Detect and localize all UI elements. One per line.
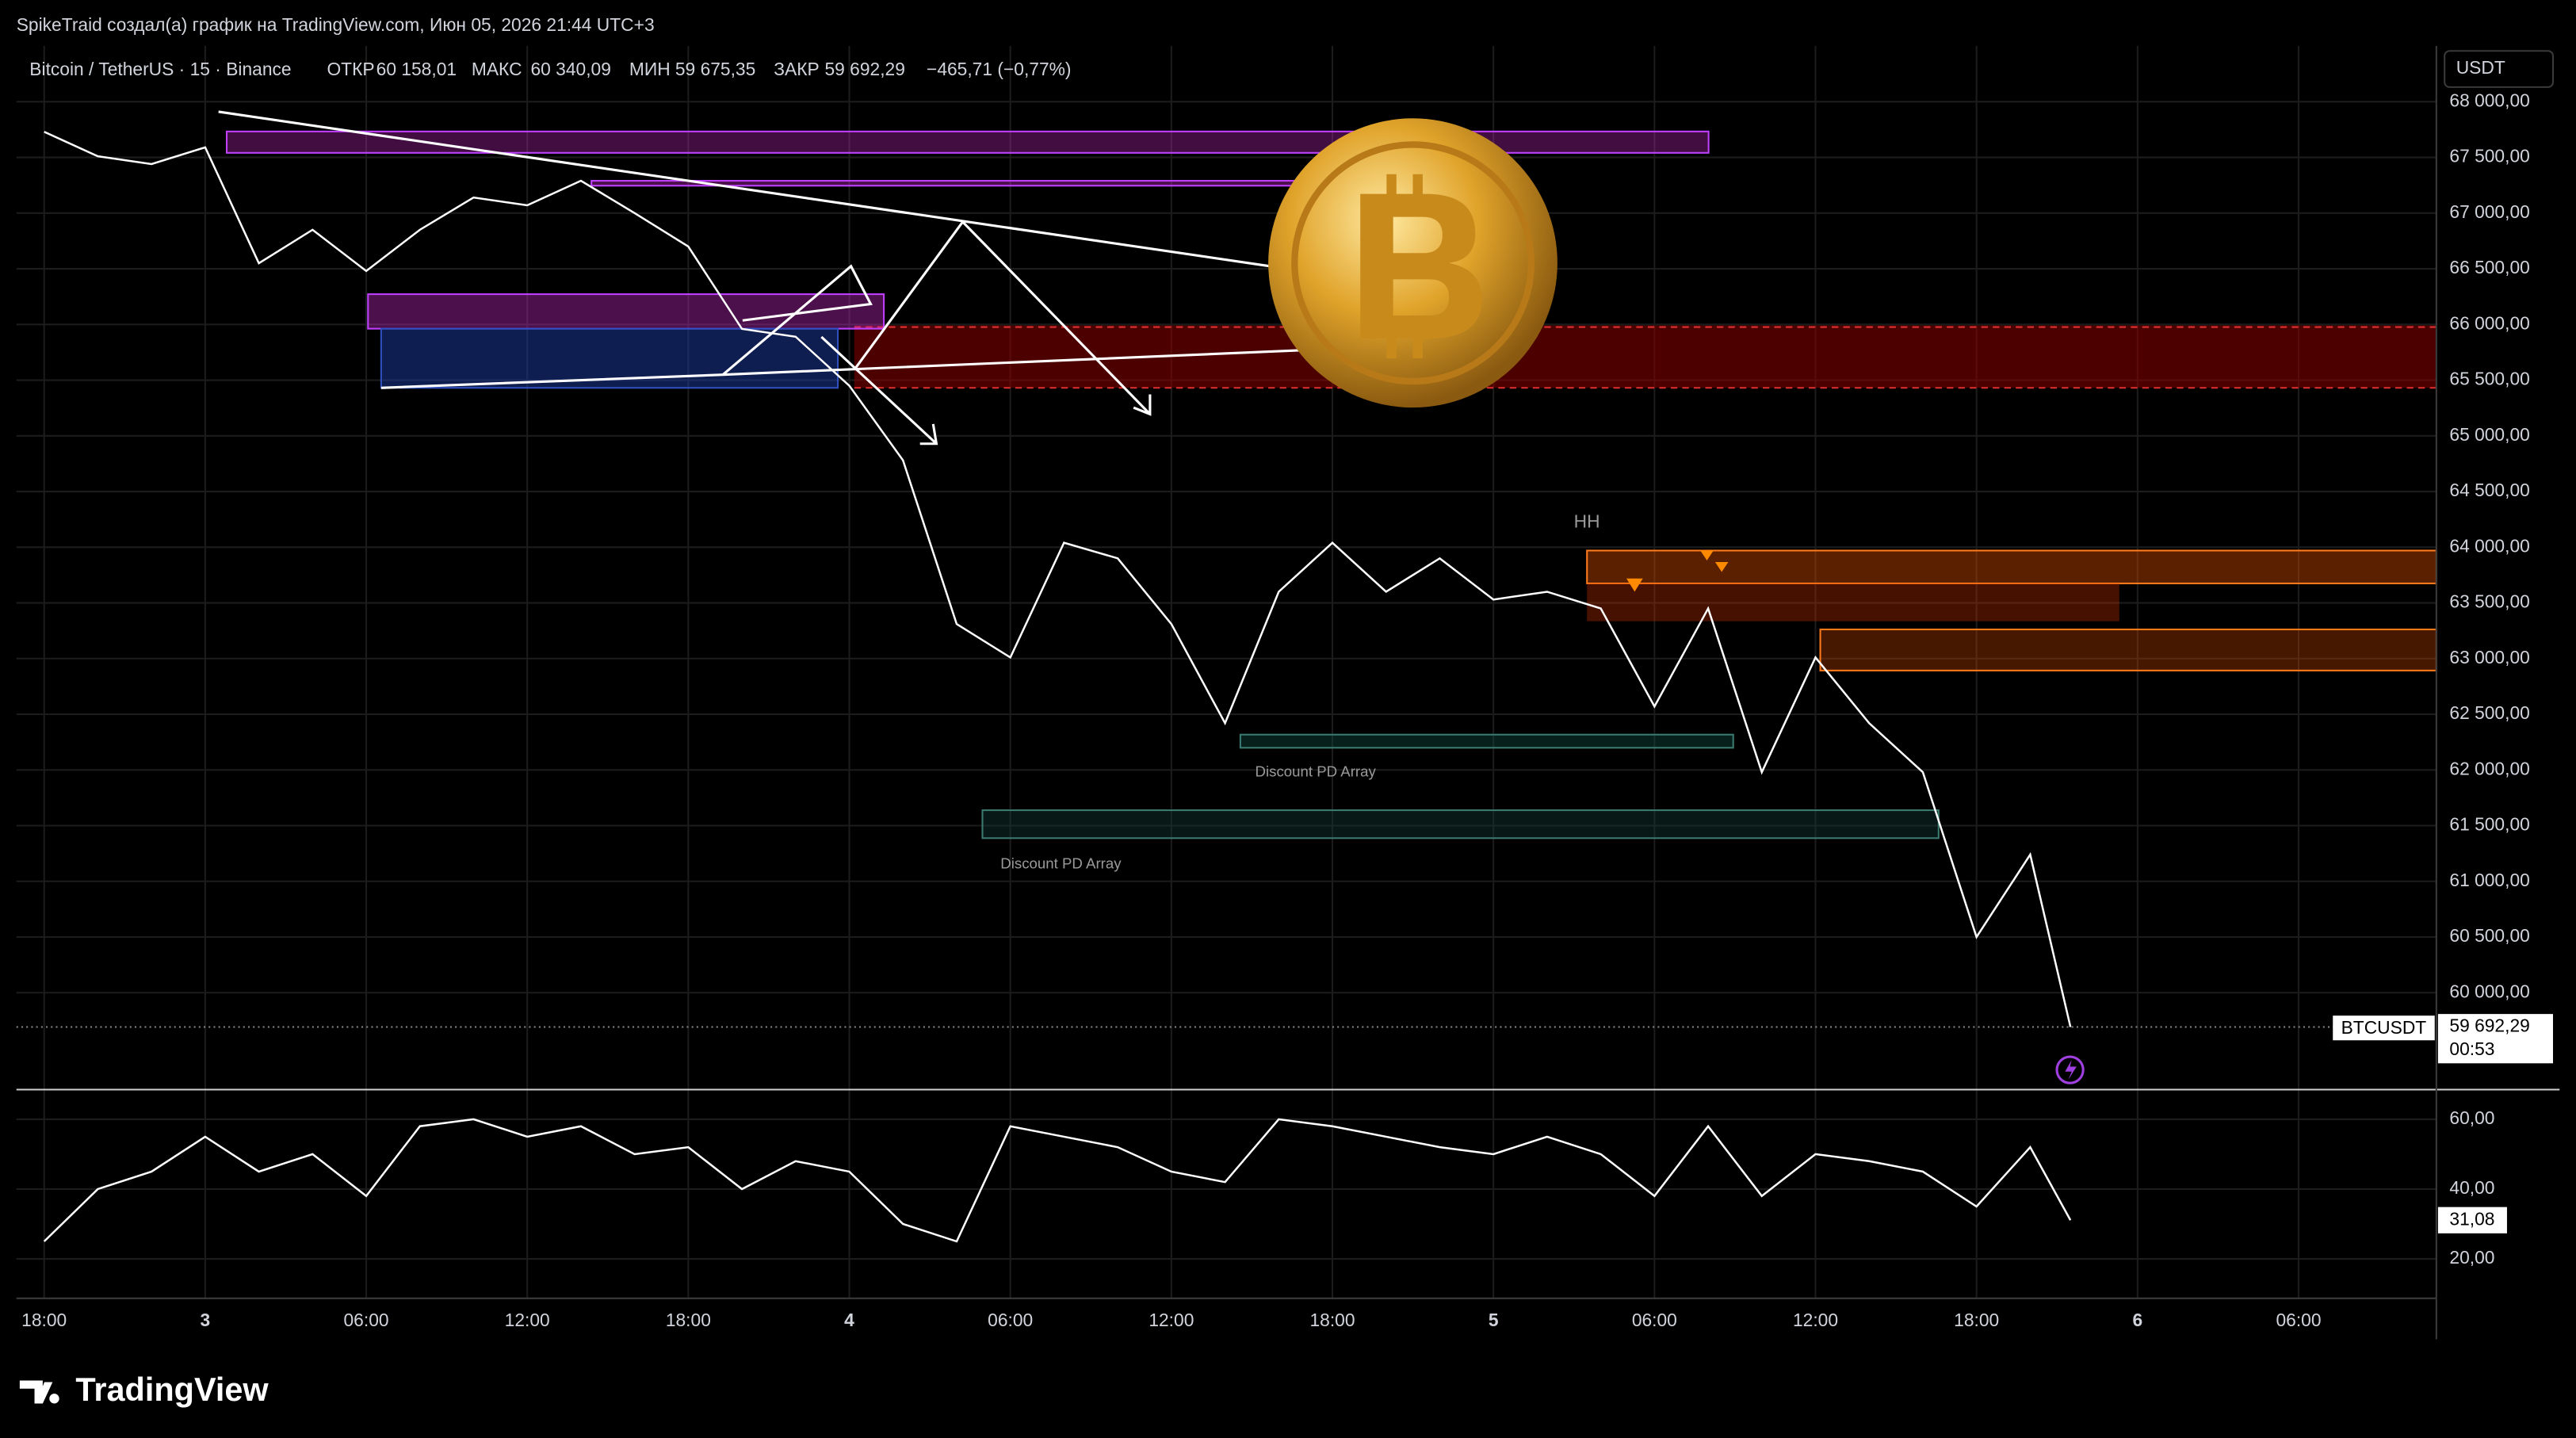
price-line [43, 1118, 2072, 1243]
x-tick-label: 12:00 [1148, 1310, 1194, 1330]
ohlc-label: МИН [629, 59, 671, 79]
ohlc-value: 59 692,29 [824, 59, 904, 79]
change: −465,71 (−0,77%) [927, 59, 1071, 79]
y-tick-label: 67 000,00 [2449, 201, 2529, 222]
y-tick-label: 68 000,00 [2449, 90, 2529, 110]
x-tick-label: 06:00 [988, 1310, 1033, 1330]
y-tick-label: 61 000,00 [2449, 870, 2529, 890]
y-tick-label: 20,00 [2449, 1247, 2494, 1268]
countdown: 00:53 [2449, 1038, 2494, 1059]
drawings: HH Discount PD Array Discount PD Array [218, 110, 2437, 1084]
x-tick-label: 6 [2132, 1310, 2142, 1330]
y-tick-label: 60,00 [2449, 1107, 2494, 1128]
annotation: HH [1574, 511, 1600, 531]
ohlc-label: ЗАКР [774, 59, 819, 79]
price-line [44, 131, 2072, 1027]
y-tick-label: 40,00 [2449, 1177, 2494, 1198]
arrow [853, 220, 1152, 416]
logo-mark [19, 1380, 59, 1404]
alert-icon [2055, 1055, 2085, 1084]
last-price: BTCUSDT 59 692,29 00:53 [2333, 1014, 2553, 1064]
arrow [721, 264, 938, 446]
trendlines [218, 110, 1306, 446]
markers [1626, 550, 1729, 592]
annotation: Discount PD Array [1256, 763, 1377, 779]
x-tick-label: 06:00 [2276, 1310, 2321, 1330]
grid [16, 46, 2436, 1298]
value-tag [2437, 1207, 2507, 1233]
coin-symbol [1360, 174, 1482, 358]
symbol-tag [2333, 1015, 2435, 1041]
ohlc-value: 60 158,01 [376, 59, 457, 79]
currency-button[interactable] [2444, 50, 2555, 88]
zone [1819, 628, 2437, 671]
ohlc-label: ОТКР [327, 59, 374, 79]
annotation: Discount PD Array [1000, 855, 1122, 871]
symbol-tag-text: BTCUSDT [2341, 1017, 2427, 1038]
value-tag-text: 31,08 [2449, 1208, 2494, 1229]
x-tick-label: 12:00 [505, 1310, 550, 1330]
footer [0, 1339, 2576, 1438]
y-tick-label: 67 500,00 [2449, 146, 2529, 166]
y-tick-label: 63 000,00 [2449, 647, 2529, 667]
x-tick-label: 5 [1489, 1310, 1499, 1330]
series [16, 131, 2436, 1243]
y-tick-label: 66 000,00 [2449, 312, 2529, 333]
ohlc-label: МАКС [472, 59, 522, 79]
legend: Bitcoin / TetherUS · 15 · Binance ОТКР 6… [29, 59, 1071, 79]
x-tick-label: 18:00 [1954, 1310, 1999, 1330]
price-tag-text: 59 692,29 [2449, 1015, 2529, 1036]
y-tick-label: 63 500,00 [2449, 591, 2529, 612]
symbol: Bitcoin / TetherUS · 15 · Binance [29, 59, 291, 79]
ohlc-value: 60 340,09 [530, 59, 610, 79]
y-tick-label: 62 000,00 [2449, 758, 2529, 778]
alert-icon [2065, 1060, 2077, 1080]
y-tick-label: 64 500,00 [2449, 480, 2529, 500]
zone [1587, 583, 2119, 621]
y-tick-label: 61 500,00 [2449, 814, 2529, 835]
x-tick-label: 06:00 [1632, 1310, 1677, 1330]
x-tick-label: 4 [844, 1310, 854, 1330]
pd-array [1239, 733, 1734, 749]
logo: TradingView [19, 1371, 269, 1408]
x-tick-label: 18:00 [666, 1310, 711, 1330]
supply-zone [854, 325, 2436, 388]
x-tick-label: 3 [201, 1310, 211, 1330]
coin-rim [1291, 141, 1535, 385]
coin [1268, 118, 1557, 408]
y-tick-label: 60 000,00 [2449, 981, 2529, 1001]
logo-text: TradingView [75, 1371, 269, 1408]
y-tick-label: 65 500,00 [2449, 369, 2529, 389]
trendline [218, 110, 1282, 270]
y-tick-label: 66 500,00 [2449, 257, 2529, 277]
x-tick-label: 18:00 [21, 1310, 67, 1330]
y-tick-label: 64 000,00 [2449, 535, 2529, 556]
y-tick-label: 62 500,00 [2449, 702, 2529, 723]
y-tick-label: 60 500,00 [2449, 925, 2529, 946]
x-tick-label: 06:00 [344, 1310, 389, 1330]
currency[interactable]: USDT [2456, 57, 2505, 78]
y-tick-label: 65 000,00 [2449, 424, 2529, 445]
author-line: SpikeTraid создал(а) график на TradingVi… [17, 14, 655, 35]
price-tag [2437, 1014, 2553, 1064]
x-tick-label: 12:00 [1793, 1310, 1838, 1330]
pd-array [981, 809, 1940, 839]
zone [1586, 549, 2437, 585]
ohlc-value: 59 675,35 [675, 59, 755, 79]
x-tick-label: 18:00 [1309, 1310, 1355, 1330]
